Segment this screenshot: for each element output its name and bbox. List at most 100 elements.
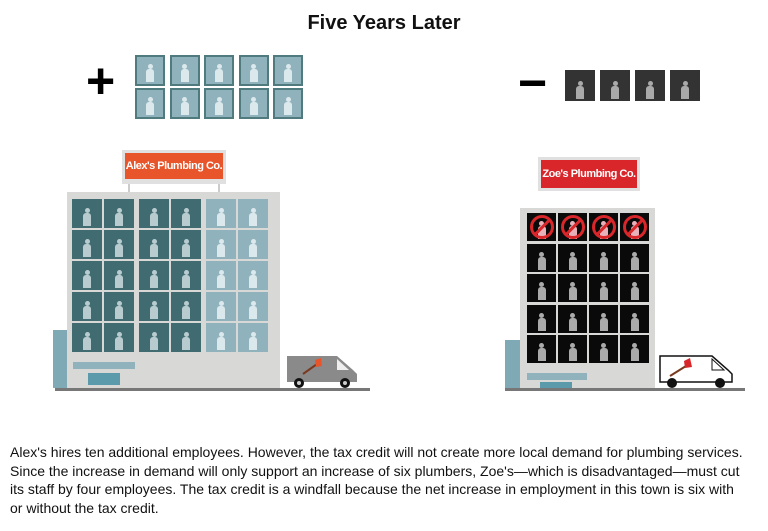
cut-office <box>620 213 649 241</box>
existing-office <box>72 230 102 259</box>
existing-office <box>104 230 134 259</box>
staff-cuts-group <box>565 70 705 102</box>
person-icon <box>630 282 639 300</box>
no-entry-icon <box>529 215 554 239</box>
person-icon <box>537 343 546 361</box>
cut-office <box>558 213 587 241</box>
office <box>558 243 587 272</box>
new-hire <box>238 55 269 86</box>
existing-office <box>104 292 134 321</box>
new-office <box>206 261 236 290</box>
cut-employee <box>670 70 700 101</box>
office <box>620 243 649 272</box>
existing-office <box>72 199 102 228</box>
person-icon <box>249 64 258 82</box>
person-icon <box>83 270 91 288</box>
alex-sign: Alex's Plumbing Co. <box>125 153 223 179</box>
person-icon <box>180 97 189 115</box>
new-hire <box>135 55 165 86</box>
existing-office <box>171 261 201 290</box>
person-icon <box>83 208 91 226</box>
existing-office <box>139 292 169 321</box>
office <box>527 243 556 272</box>
cut-employee <box>600 70 630 101</box>
office <box>589 335 618 363</box>
new-hire <box>169 55 200 86</box>
person-icon <box>537 282 546 300</box>
person-icon <box>150 270 158 288</box>
new-office <box>238 292 268 321</box>
person-icon <box>249 97 258 115</box>
person-icon <box>182 239 190 257</box>
person-icon <box>150 301 158 319</box>
person-icon <box>182 208 190 226</box>
new-hire <box>135 88 165 119</box>
person-icon <box>568 312 577 331</box>
new-hire <box>204 55 234 86</box>
new-hire <box>273 55 303 86</box>
existing-office <box>104 323 134 352</box>
person-icon <box>150 208 158 226</box>
new-hire <box>273 88 303 119</box>
existing-office <box>171 230 201 259</box>
existing-office <box>171 199 201 228</box>
new-office <box>206 230 236 259</box>
person-icon <box>182 301 190 319</box>
title: Five Years Later <box>307 12 461 34</box>
alex-building: Alex's Plumbing Co. <box>50 150 370 395</box>
person-icon <box>146 97 154 115</box>
new-office <box>206 292 236 321</box>
existing-office <box>104 199 134 228</box>
office <box>620 274 649 302</box>
person-icon <box>249 270 257 288</box>
person-icon <box>284 97 292 115</box>
person-icon <box>217 208 225 226</box>
person-icon <box>217 332 225 350</box>
existing-office <box>72 292 102 321</box>
office <box>558 335 587 363</box>
office <box>558 304 587 333</box>
van-icon <box>287 356 357 388</box>
existing-office <box>171 323 201 352</box>
existing-office <box>139 199 169 228</box>
zoe-sign: Zoe's Plumbing Co. <box>541 160 637 188</box>
alex-windows <box>72 199 275 352</box>
cut-employee <box>635 70 665 101</box>
person-icon <box>182 270 190 288</box>
existing-office <box>72 261 102 290</box>
zoe-windows <box>527 213 649 363</box>
person-icon <box>150 239 158 257</box>
new-office <box>206 323 236 352</box>
office <box>589 274 618 302</box>
office <box>527 274 556 302</box>
person-icon <box>115 301 123 319</box>
person-icon <box>599 251 608 270</box>
person-icon <box>576 81 584 99</box>
office <box>558 274 587 302</box>
person-icon <box>568 251 577 270</box>
person-icon <box>115 270 123 288</box>
person-icon <box>646 81 654 99</box>
person-icon <box>599 343 608 361</box>
office <box>589 304 618 333</box>
cut-employee <box>565 70 595 101</box>
person-icon <box>537 312 546 331</box>
office <box>589 243 618 272</box>
new-hires-group <box>135 55 307 120</box>
person-icon <box>568 343 577 361</box>
person-icon <box>537 251 546 270</box>
person-icon <box>115 239 123 257</box>
existing-office <box>104 261 134 290</box>
person-icon <box>630 312 639 331</box>
person-icon <box>215 97 223 115</box>
person-icon <box>150 332 158 350</box>
new-office <box>238 323 268 352</box>
existing-office <box>72 323 102 352</box>
new-office <box>238 230 268 259</box>
person-icon <box>83 239 91 257</box>
no-entry-icon <box>560 215 585 239</box>
person-icon <box>599 312 608 331</box>
person-icon <box>83 332 91 350</box>
office <box>620 335 649 363</box>
